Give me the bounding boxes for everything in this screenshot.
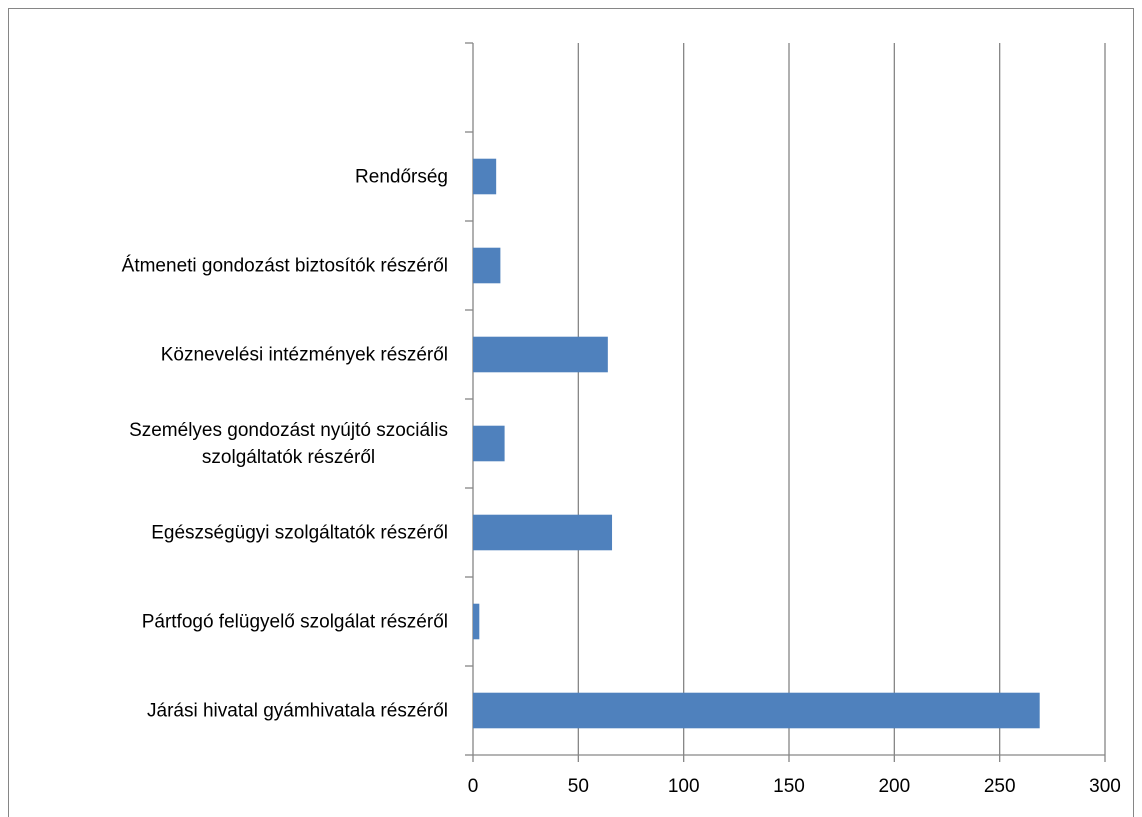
y-tick-label: Átmeneti gondozást biztosítók részéről <box>121 255 448 276</box>
x-tick-label: 300 <box>1089 776 1121 797</box>
y-tick-label: Járási hivatal gyámhivatala részéről <box>147 700 448 721</box>
bar <box>473 336 608 373</box>
bar <box>473 247 501 284</box>
x-tick-label: 250 <box>984 776 1016 797</box>
x-tick-label: 100 <box>668 776 700 797</box>
x-tick-label: 150 <box>773 776 805 797</box>
x-tick-label: 0 <box>468 776 479 797</box>
bar <box>473 514 613 551</box>
bar <box>473 425 505 462</box>
x-tick-label: 200 <box>878 776 910 797</box>
bar <box>473 158 497 195</box>
y-tick-label: Köznevelési intézmények részéről <box>160 344 448 365</box>
bar <box>473 603 480 640</box>
x-tick-label: 50 <box>568 776 589 797</box>
bar <box>473 692 1040 729</box>
y-tick-label: Pártfogó felügyelő szolgálat részéről <box>141 611 448 632</box>
y-tick-label: Rendőrség <box>355 166 448 187</box>
y-tick-label: Személyes gondozást nyújtó szociális szo… <box>129 419 448 468</box>
chart-border <box>8 8 1134 817</box>
y-tick-label: Egészségügyi szolgáltatók részéről <box>151 522 448 543</box>
